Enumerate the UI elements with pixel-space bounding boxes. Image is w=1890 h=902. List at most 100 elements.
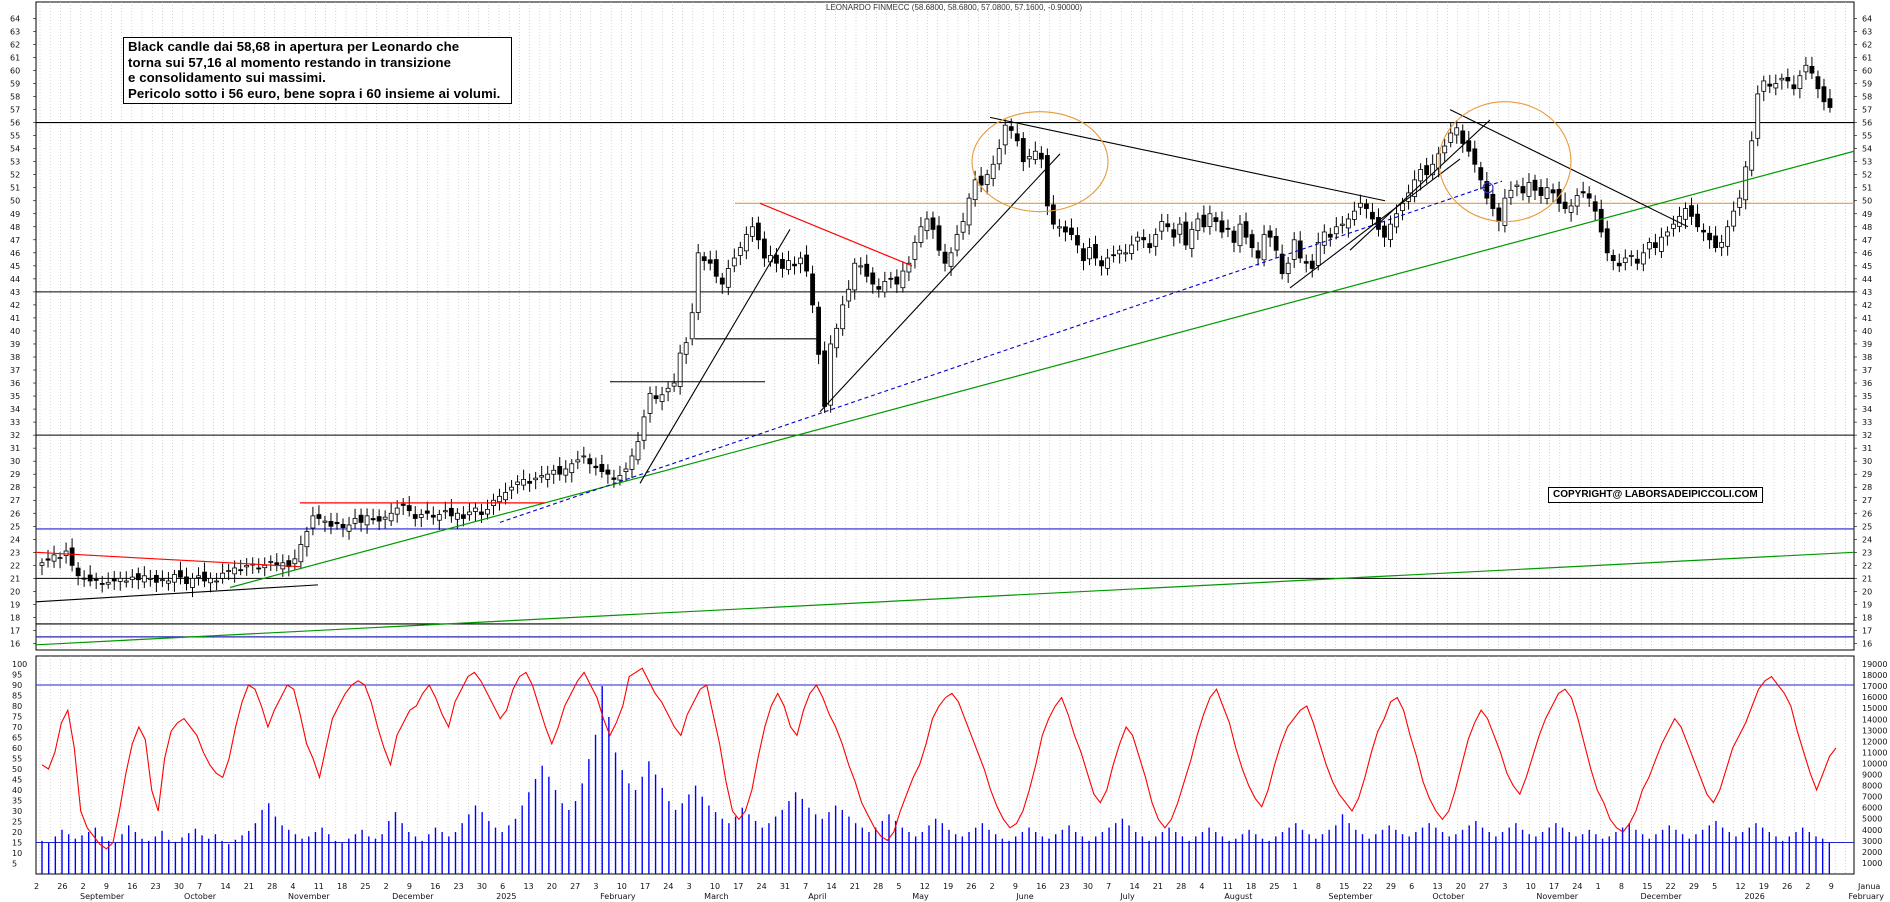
- price-tick-label-right: 61: [1862, 53, 1872, 62]
- price-candle: [810, 273, 815, 306]
- price-candle: [593, 465, 599, 469]
- price-candle: [515, 481, 520, 485]
- price-candle: [930, 217, 936, 230]
- price-tick-label-left: 63: [10, 27, 20, 36]
- price-candle: [774, 254, 779, 264]
- price-tick-label-right: 57: [1862, 106, 1872, 115]
- day-tick-label: 26: [966, 882, 976, 891]
- day-tick-label: 24: [1572, 882, 1582, 891]
- blue-marker-circle: [1482, 182, 1494, 194]
- price-candle: [641, 416, 647, 441]
- price-candle: [737, 247, 743, 256]
- price-candle: [1285, 262, 1291, 274]
- day-tick-label: 20: [1456, 882, 1466, 891]
- price-tick-label-left: 32: [10, 431, 20, 440]
- day-tick-label: 10: [710, 882, 720, 891]
- price-candle: [310, 515, 316, 529]
- price-candle: [755, 222, 761, 241]
- price-candle: [972, 179, 978, 201]
- price-tick-label-right: 45: [1862, 262, 1872, 271]
- price-candle: [1454, 127, 1460, 136]
- price-tick-label-right: 59: [1862, 80, 1872, 89]
- osc-tick-label: 50: [12, 765, 22, 774]
- price-tick-label-left: 28: [10, 483, 20, 492]
- price-candle: [232, 567, 238, 575]
- price-candle: [479, 511, 484, 515]
- price-candle: [629, 455, 635, 470]
- price-candle: [1785, 77, 1791, 82]
- price-candle: [1526, 182, 1532, 197]
- price-tick-label-left: 33: [10, 418, 20, 427]
- month-label: 2025: [496, 892, 516, 901]
- volume-tick-label: 18000: [1862, 671, 1887, 680]
- price-candle: [220, 572, 226, 579]
- day-tick-label: 2: [1805, 882, 1810, 891]
- price-tick-label-right: 20: [1862, 587, 1872, 596]
- price-candle: [1743, 166, 1749, 201]
- day-tick-label: 17: [640, 882, 650, 891]
- annotation-line-1: Black candle dai 58,68 in apertura per L…: [128, 39, 460, 54]
- price-candle: [1183, 221, 1189, 246]
- price-candle: [123, 580, 129, 583]
- price-tick-label-right: 49: [1862, 210, 1872, 219]
- price-candle: [1424, 165, 1430, 176]
- price-candle: [1695, 213, 1700, 228]
- price-candle: [406, 505, 412, 512]
- price-tick-label-left: 22: [10, 561, 20, 570]
- day-tick-label: 24: [757, 882, 767, 891]
- price-tick-label-right: 42: [1862, 301, 1872, 310]
- price-candle: [1604, 228, 1610, 254]
- price-candle: [978, 175, 984, 186]
- price-candle: [1243, 221, 1249, 238]
- osc-tick-label: 30: [12, 807, 22, 816]
- price-tick-label-right: 38: [1862, 353, 1872, 362]
- price-candle: [1123, 252, 1129, 255]
- price-tick-label-right: 25: [1862, 522, 1872, 531]
- day-tick-label: 27: [1479, 882, 1489, 891]
- price-candle: [1622, 257, 1628, 263]
- price-candle: [599, 463, 605, 472]
- price-candle: [719, 277, 725, 285]
- osc-tick-label: 100: [12, 660, 27, 669]
- price-tick-label-left: 17: [10, 626, 20, 635]
- price-candle: [226, 570, 232, 572]
- price-candle: [575, 459, 581, 463]
- price-candle: [418, 514, 424, 518]
- price-candle: [707, 259, 713, 264]
- price-candle: [960, 221, 966, 233]
- price-tick-label-right: 46: [1862, 249, 1872, 258]
- price-candle: [1598, 208, 1604, 233]
- price-candle: [1707, 232, 1712, 241]
- price-candle: [1610, 255, 1616, 262]
- price-tick-label-left: 40: [10, 327, 20, 336]
- price-candle: [1177, 223, 1183, 235]
- price-candle: [1321, 231, 1327, 246]
- osc-tick-label: 35: [12, 797, 22, 806]
- price-candle: [292, 558, 298, 565]
- price-candle: [1032, 150, 1038, 160]
- price-candle: [1773, 83, 1779, 89]
- price-candle: [798, 257, 803, 265]
- day-tick-label: 14: [826, 882, 836, 891]
- price-candle: [1099, 260, 1104, 267]
- month-label: November: [1536, 892, 1578, 901]
- price-candle: [196, 575, 201, 578]
- price-candle: [1339, 223, 1345, 226]
- price-candle: [1683, 208, 1688, 220]
- price-candle: [1827, 98, 1833, 108]
- price-candle: [1063, 226, 1068, 233]
- price-candle: [454, 512, 460, 520]
- volume-tick-label: 9000: [1862, 771, 1882, 780]
- price-candle: [1755, 93, 1761, 139]
- price-candle: [473, 507, 478, 512]
- day-tick-label: 12: [920, 882, 930, 891]
- price-candle: [1219, 220, 1225, 233]
- price-candle: [503, 492, 508, 501]
- price-candle: [1020, 138, 1026, 163]
- price-candle: [1081, 248, 1086, 262]
- price-candle: [689, 312, 695, 340]
- axis-corner-label: Janua: [1857, 882, 1880, 891]
- price-candle: [1400, 202, 1405, 212]
- price-candle: [141, 575, 147, 583]
- day-tick-label: 23: [1060, 882, 1070, 891]
